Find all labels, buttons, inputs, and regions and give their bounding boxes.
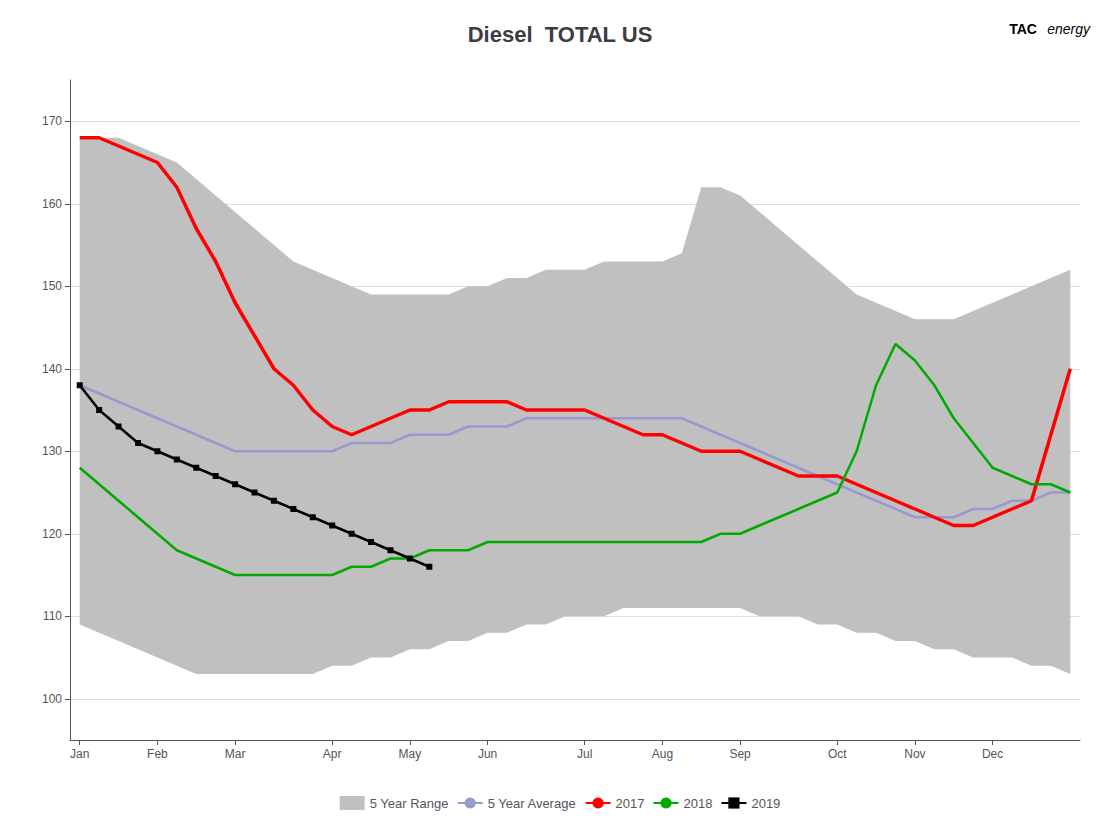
svg-text:2019: 2019 <box>751 796 780 811</box>
svg-text:2018: 2018 <box>684 796 713 811</box>
svg-text:100: 100 <box>42 692 62 706</box>
svg-text:170: 170 <box>42 114 62 128</box>
svg-text:May: May <box>399 747 422 761</box>
svg-text:Jul: Jul <box>577 747 592 761</box>
svg-text:energy: energy <box>1047 21 1091 37</box>
svg-text:Mar: Mar <box>225 747 246 761</box>
svg-text:TAC: TAC <box>1009 21 1037 37</box>
svg-text:130: 130 <box>42 444 62 458</box>
svg-text:Jun: Jun <box>478 747 497 761</box>
svg-text:Nov: Nov <box>904 747 925 761</box>
svg-text:140: 140 <box>42 362 62 376</box>
svg-text:Diesel TOTAL US: Diesel TOTAL US <box>468 22 653 47</box>
svg-text:Aug: Aug <box>652 747 673 761</box>
svg-text:Dec: Dec <box>982 747 1003 761</box>
svg-text:Oct: Oct <box>828 747 847 761</box>
svg-text:5 Year Range: 5 Year Range <box>370 796 449 811</box>
svg-text:Sep: Sep <box>729 747 751 761</box>
svg-text:110: 110 <box>43 609 62 623</box>
svg-text:120: 120 <box>42 527 62 541</box>
svg-text:2017: 2017 <box>616 796 645 811</box>
svg-text:Apr: Apr <box>323 747 342 761</box>
svg-text:Feb: Feb <box>147 747 168 761</box>
svg-text:5 Year Average: 5 Year Average <box>488 796 576 811</box>
svg-text:160: 160 <box>42 197 62 211</box>
svg-text:Jan: Jan <box>70 747 89 761</box>
svg-text:150: 150 <box>42 279 62 293</box>
